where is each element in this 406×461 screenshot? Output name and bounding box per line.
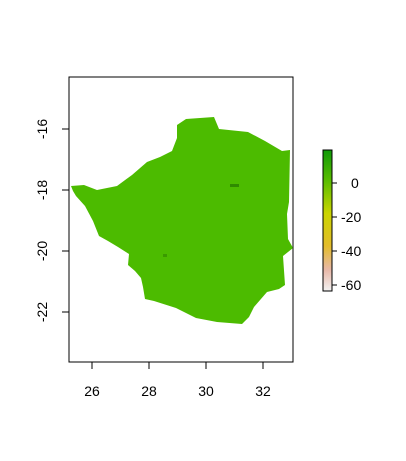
dark-patch: [230, 184, 239, 187]
x-tick-label: 32: [255, 383, 271, 399]
legend-label: -20: [341, 209, 361, 225]
country-shape: [71, 117, 293, 324]
x-tick-label: 26: [84, 383, 100, 399]
y-axis: -16 -18 -20 -22: [34, 119, 70, 322]
x-tick-label: 28: [141, 383, 157, 399]
legend-label: -40: [341, 243, 361, 259]
y-tick-label: -18: [34, 180, 50, 200]
x-axis: 26 28 30 32: [84, 361, 271, 399]
x-tick-label: 30: [198, 383, 214, 399]
y-tick-label: -22: [34, 302, 50, 322]
legend-label: 0: [351, 175, 359, 191]
color-legend: 0 -20 -40 -60: [322, 149, 361, 293]
legend-color-bar: [322, 149, 333, 292]
y-tick-label: -20: [34, 241, 50, 261]
legend-label: -60: [341, 277, 361, 293]
dark-patch: [163, 254, 167, 257]
y-tick-label: -16: [34, 119, 50, 139]
